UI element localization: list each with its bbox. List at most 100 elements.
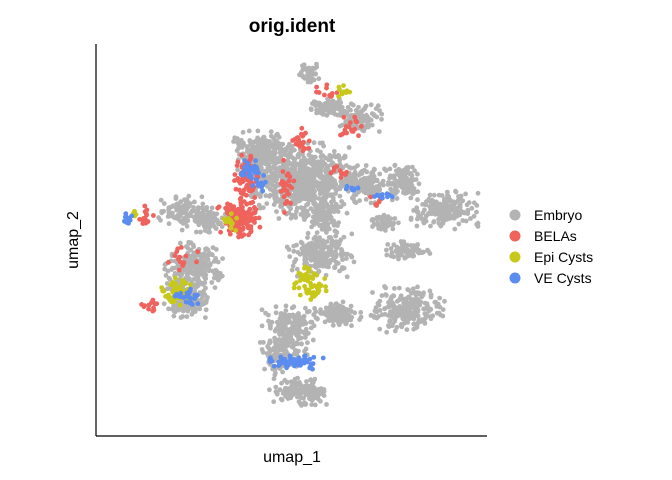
point-embryo <box>312 65 318 71</box>
point-embryo <box>468 216 473 221</box>
point-embryo <box>311 312 317 318</box>
point-embryo <box>197 221 203 227</box>
point-embryo <box>312 218 317 224</box>
point-belas <box>244 183 250 189</box>
point-belas <box>329 93 334 99</box>
point-embryo <box>377 298 383 304</box>
point-embryo <box>256 160 262 166</box>
point-embryo <box>369 122 375 128</box>
point-embryo <box>331 256 337 262</box>
point-embryo <box>409 290 414 296</box>
point-ve-cysts <box>282 356 288 362</box>
point-embryo <box>311 173 317 179</box>
point-embryo <box>351 193 357 198</box>
point-embryo <box>282 152 287 158</box>
point-embryo <box>271 135 276 141</box>
point-embryo <box>303 391 309 397</box>
point-embryo <box>344 210 350 216</box>
point-embryo <box>330 160 336 166</box>
point-embryo <box>232 135 238 141</box>
legend-label: BELAs <box>534 228 577 244</box>
point-embryo <box>337 193 343 199</box>
point-embryo <box>310 180 316 186</box>
point-embryo <box>289 267 295 273</box>
point-embryo <box>402 255 408 261</box>
point-embryo <box>289 339 295 345</box>
point-embryo <box>187 254 193 260</box>
point-embryo <box>444 202 450 208</box>
point-belas <box>177 267 182 273</box>
point-belas <box>237 222 242 228</box>
point-epi-cysts <box>323 284 328 290</box>
point-embryo <box>296 194 302 200</box>
point-embryo <box>294 394 300 400</box>
point-belas <box>195 249 201 255</box>
point-embryo <box>302 217 307 223</box>
point-belas <box>281 183 287 189</box>
point-embryo <box>167 213 173 219</box>
point-embryo <box>204 298 209 303</box>
point-epi-cysts <box>310 276 316 281</box>
point-embryo <box>307 396 312 401</box>
point-belas <box>194 259 199 265</box>
point-embryo <box>274 194 279 200</box>
point-embryo <box>281 336 286 342</box>
point-embryo <box>392 286 397 291</box>
point-embryo <box>408 248 414 254</box>
point-epi-cysts <box>132 208 138 214</box>
point-embryo <box>271 376 277 382</box>
point-ve-cysts <box>260 188 266 194</box>
point-embryo <box>414 305 419 311</box>
point-embryo <box>205 257 211 262</box>
point-embryo <box>199 295 205 301</box>
point-belas <box>279 179 285 184</box>
point-embryo <box>200 201 206 207</box>
point-ve-cysts <box>172 293 178 299</box>
point-embryo <box>322 199 328 205</box>
point-embryo <box>474 209 479 215</box>
point-embryo <box>406 253 412 259</box>
point-embryo <box>306 212 311 218</box>
point-ve-cysts <box>290 357 296 362</box>
point-embryo <box>410 164 415 170</box>
point-belas <box>339 131 345 137</box>
point-belas <box>324 82 330 88</box>
point-embryo <box>322 161 328 167</box>
point-embryo <box>279 380 284 386</box>
point-embryo <box>415 197 420 203</box>
point-embryo <box>330 98 336 104</box>
point-belas <box>137 216 143 222</box>
legend-label: Epi Cysts <box>534 249 593 265</box>
point-embryo <box>268 152 274 158</box>
point-embryo <box>312 306 317 311</box>
point-embryo <box>414 223 420 229</box>
point-embryo <box>298 335 304 341</box>
point-belas <box>181 260 187 266</box>
point-embryo <box>240 129 246 135</box>
point-embryo <box>428 292 434 298</box>
point-embryo <box>313 100 319 105</box>
point-embryo <box>327 179 333 185</box>
point-embryo <box>373 178 379 184</box>
point-embryo <box>235 167 241 173</box>
point-embryo <box>310 337 316 343</box>
point-embryo <box>437 304 443 310</box>
point-embryo <box>344 163 349 168</box>
point-embryo <box>264 201 270 207</box>
point-embryo <box>377 108 382 113</box>
point-belas <box>145 219 151 224</box>
point-ve-cysts <box>351 188 357 193</box>
point-embryo <box>305 201 311 207</box>
point-epi-cysts <box>228 211 234 217</box>
point-embryo <box>252 150 257 156</box>
point-embryo <box>383 292 388 297</box>
point-embryo <box>379 116 384 122</box>
point-embryo <box>210 268 216 274</box>
point-embryo <box>305 235 310 241</box>
point-embryo <box>195 205 201 211</box>
point-embryo <box>330 322 336 328</box>
point-embryo <box>314 230 320 236</box>
point-embryo <box>388 246 394 251</box>
point-embryo <box>398 168 404 174</box>
point-embryo <box>281 329 286 335</box>
